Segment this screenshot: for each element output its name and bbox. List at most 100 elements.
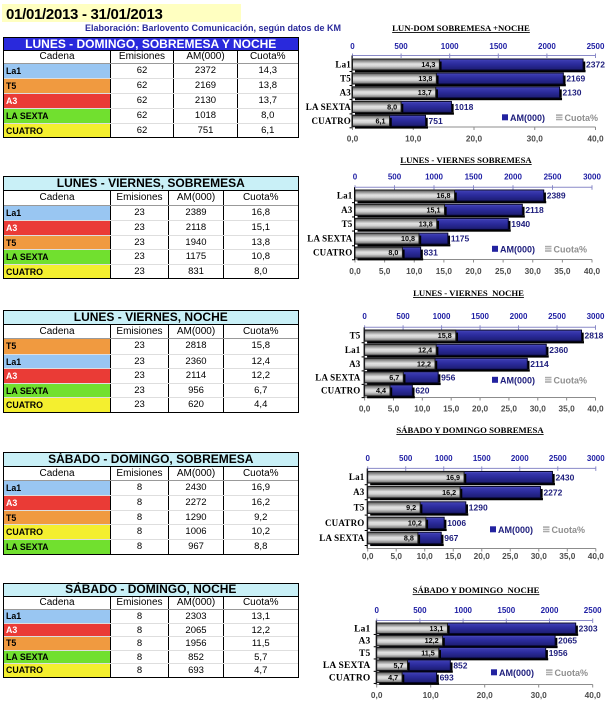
- svg-text:La1: La1: [335, 60, 351, 70]
- svg-text:2500: 2500: [584, 606, 602, 615]
- svg-text:Cuota%: Cuota%: [552, 525, 586, 535]
- svg-text:T5: T5: [359, 649, 371, 659]
- svg-text:SÁBADO Y DOMINGO NOCHE: SÁBADO Y DOMINGO NOCHE: [413, 585, 540, 595]
- svg-text:20,0: 20,0: [472, 404, 489, 414]
- svg-text:30,0: 30,0: [530, 404, 547, 414]
- svg-text:0,0: 0,0: [349, 266, 361, 276]
- svg-text:0,0: 0,0: [371, 690, 383, 700]
- svg-text:500: 500: [413, 606, 427, 615]
- svg-text:Cuota%: Cuota%: [565, 113, 599, 123]
- svg-text:2430: 2430: [555, 472, 574, 482]
- svg-text:0: 0: [353, 173, 358, 182]
- svg-text:16,2: 16,2: [442, 488, 456, 497]
- svg-text:A3: A3: [353, 487, 365, 497]
- svg-text:CUATRO: CUATRO: [311, 116, 351, 126]
- svg-text:2818: 2818: [584, 331, 603, 341]
- svg-text:1500: 1500: [471, 312, 489, 321]
- svg-text:0,0: 0,0: [359, 404, 371, 414]
- svg-text:CUATRO: CUATRO: [321, 386, 361, 396]
- svg-text:10,0: 10,0: [423, 690, 440, 700]
- svg-text:T5: T5: [340, 74, 351, 84]
- svg-text:25,0: 25,0: [501, 404, 518, 414]
- svg-text:2372: 2372: [586, 60, 605, 70]
- svg-text:1000: 1000: [435, 454, 453, 463]
- svg-text:1000: 1000: [425, 173, 443, 182]
- svg-text:0: 0: [362, 312, 367, 321]
- svg-text:0,0: 0,0: [362, 551, 374, 561]
- svg-text:13,1: 13,1: [429, 624, 443, 633]
- svg-text:10,0: 10,0: [406, 266, 423, 276]
- svg-text:20,0: 20,0: [477, 690, 494, 700]
- svg-text:620: 620: [415, 386, 429, 396]
- svg-text:8,8: 8,8: [404, 534, 414, 543]
- svg-text:AM(000): AM(000): [498, 525, 533, 535]
- svg-text:0: 0: [365, 454, 370, 463]
- svg-text:1000: 1000: [433, 312, 451, 321]
- svg-text:LA SEXTA: LA SEXTA: [315, 372, 360, 382]
- svg-text:10,8: 10,8: [401, 234, 415, 243]
- svg-text:8,0: 8,0: [388, 248, 398, 257]
- svg-text:LUNES - VIERNES SOBREMESA: LUNES - VIERNES SOBREMESA: [400, 155, 532, 165]
- svg-text:0,0: 0,0: [347, 134, 359, 144]
- svg-text:T5: T5: [342, 219, 353, 229]
- svg-text:40,0: 40,0: [587, 134, 604, 144]
- svg-text:10,0: 10,0: [417, 551, 434, 561]
- svg-text:14,3: 14,3: [421, 60, 435, 69]
- svg-text:20,0: 20,0: [465, 266, 482, 276]
- svg-text:751: 751: [428, 116, 442, 126]
- svg-text:831: 831: [424, 248, 438, 258]
- svg-text:LA SEXTA: LA SEXTA: [323, 661, 371, 671]
- svg-text:La1: La1: [354, 624, 370, 634]
- svg-text:6,1: 6,1: [376, 116, 386, 125]
- svg-text:LA SEXTA: LA SEXTA: [307, 234, 352, 244]
- svg-text:13,7: 13,7: [418, 88, 432, 97]
- svg-text:CUATRO: CUATRO: [329, 673, 371, 683]
- svg-text:A3: A3: [349, 359, 361, 369]
- svg-text:30,0: 30,0: [527, 134, 544, 144]
- svg-text:12,4: 12,4: [418, 345, 432, 354]
- svg-text:1000: 1000: [441, 42, 459, 51]
- svg-text:8,0: 8,0: [387, 103, 397, 112]
- svg-text:1500: 1500: [465, 173, 483, 182]
- svg-text:30,0: 30,0: [531, 551, 548, 561]
- svg-text:10,0: 10,0: [405, 134, 422, 144]
- svg-text:2000: 2000: [511, 454, 529, 463]
- svg-text:6,7: 6,7: [389, 373, 399, 382]
- svg-text:25,0: 25,0: [502, 551, 519, 561]
- svg-text:693: 693: [440, 672, 454, 682]
- svg-text:2389: 2389: [547, 191, 566, 201]
- svg-text:La1: La1: [337, 191, 353, 201]
- svg-text:AM(000): AM(000): [500, 375, 535, 385]
- svg-text:30,0: 30,0: [525, 266, 542, 276]
- svg-text:3000: 3000: [583, 173, 601, 182]
- svg-text:2000: 2000: [504, 173, 522, 182]
- svg-text:2000: 2000: [538, 42, 556, 51]
- svg-text:A3: A3: [358, 637, 370, 647]
- svg-text:1500: 1500: [473, 454, 491, 463]
- svg-text:Cuota%: Cuota%: [555, 668, 589, 678]
- svg-text:40,0: 40,0: [587, 404, 604, 414]
- svg-text:2360: 2360: [549, 345, 568, 355]
- svg-text:2500: 2500: [548, 312, 566, 321]
- svg-text:1175: 1175: [451, 234, 470, 244]
- svg-text:15,1: 15,1: [426, 205, 440, 214]
- svg-text:2500: 2500: [549, 454, 567, 463]
- svg-text:0: 0: [374, 606, 379, 615]
- svg-text:LUN-DOM SOBREMESA +NOCHE: LUN-DOM SOBREMESA +NOCHE: [392, 23, 530, 33]
- svg-text:9,2: 9,2: [406, 503, 416, 512]
- svg-text:10,0: 10,0: [414, 404, 431, 414]
- svg-text:Cuota%: Cuota%: [554, 375, 588, 385]
- svg-text:15,8: 15,8: [438, 331, 452, 340]
- svg-text:SÁBADO Y DOMINGO SOBREMESA: SÁBADO Y DOMINGO SOBREMESA: [396, 425, 544, 435]
- svg-text:AM(000): AM(000): [499, 668, 534, 678]
- svg-text:967: 967: [444, 533, 458, 543]
- svg-text:CUATRO: CUATRO: [313, 248, 353, 258]
- svg-text:16,8: 16,8: [437, 191, 451, 200]
- svg-text:La1: La1: [345, 345, 361, 355]
- svg-text:20,0: 20,0: [466, 134, 483, 144]
- svg-text:2500: 2500: [544, 173, 562, 182]
- svg-text:500: 500: [388, 173, 402, 182]
- svg-text:2114: 2114: [530, 359, 549, 369]
- svg-text:A3: A3: [340, 87, 352, 97]
- svg-text:35,0: 35,0: [554, 266, 571, 276]
